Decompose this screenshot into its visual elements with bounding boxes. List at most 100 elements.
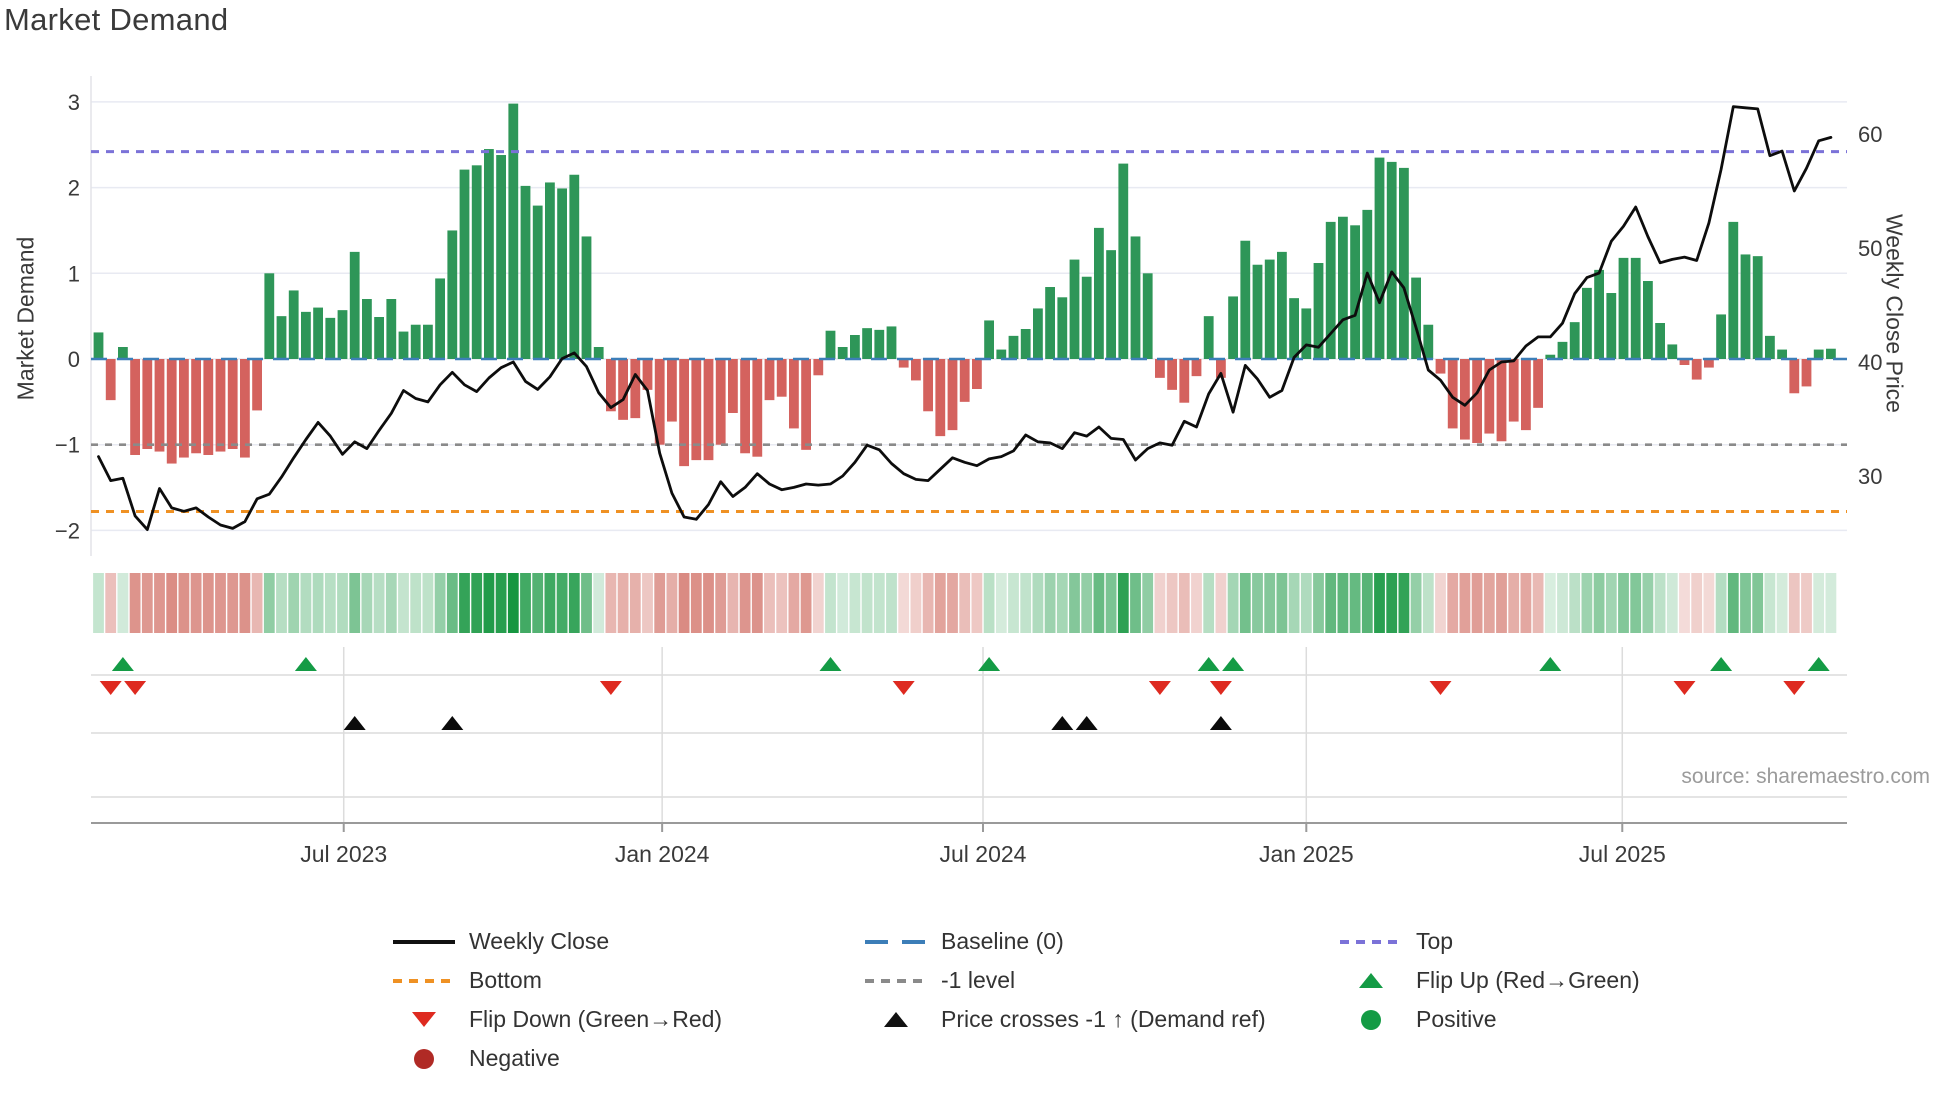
circle-icon [1361, 1009, 1381, 1030]
circle-icon [1340, 1009, 1402, 1030]
demand-bar [1752, 256, 1763, 359]
demand-bar [801, 359, 811, 450]
demand-bar [667, 359, 677, 422]
demand-bar [276, 316, 287, 359]
dotted-line-swatch-icon [865, 978, 927, 983]
legend-label: Price crosses -1 ↑ (Demand ref) [941, 1006, 1266, 1032]
demand-bar [1289, 298, 1299, 359]
demand-bar [679, 359, 689, 467]
x-tick-label: Jul 2023 [300, 841, 387, 867]
demand-bar [1301, 308, 1312, 359]
heatmap-cell [1374, 573, 1385, 633]
heatmap-cell [349, 573, 361, 633]
heatmap-cell [1532, 573, 1544, 633]
heatmap-cell [385, 573, 397, 633]
demand-bar [813, 359, 824, 376]
dotted-line-swatch-icon [393, 978, 455, 983]
flip-down-marker [124, 681, 147, 695]
heatmap-cell [1032, 573, 1044, 633]
heatmap-cell [825, 573, 836, 633]
legend-item-flip-down-green-red: Flip Down (Green→Red) [393, 1000, 722, 1039]
legend-label: Flip Down (Green→Red) [469, 1006, 723, 1032]
heatmap-cell [1142, 573, 1154, 633]
heatmap-cell [1813, 573, 1825, 633]
triangle-up-icon [865, 1012, 927, 1027]
legend-item-baseline-0: Baseline (0) [865, 922, 1266, 961]
demand-bar [1606, 293, 1617, 359]
heatmap-cell [1008, 573, 1019, 633]
heatmap-cell [1740, 573, 1751, 633]
demand-bar [886, 326, 897, 359]
heatmap-cell [1825, 573, 1837, 633]
demand-bar [1496, 359, 1507, 442]
heatmap-cell [1191, 573, 1202, 633]
heatmap-cell [934, 573, 946, 633]
price-cross-marker [343, 716, 366, 730]
heatmap-cell [1508, 573, 1520, 633]
left-tick-label: 1 [68, 261, 80, 286]
heatmap-cell [1605, 573, 1617, 633]
demand-bar [301, 311, 311, 359]
demand-bar [703, 359, 714, 461]
demand-bar [349, 251, 360, 359]
demand-bar [642, 359, 653, 390]
demand-bar [923, 359, 933, 412]
heatmap-cell [1410, 573, 1422, 633]
signal-panel [91, 647, 1847, 824]
heatmap-cell [1666, 573, 1678, 633]
heatmap-cell [422, 573, 434, 633]
demand-bar [191, 359, 201, 454]
price-cross-marker [441, 716, 464, 730]
right-tick-label: 60 [1858, 122, 1882, 147]
x-tick-label: Jul 2025 [1579, 841, 1666, 867]
circle-icon [414, 1048, 434, 1069]
legend-column: Top Flip Up (Red→Green) Positive [1340, 922, 1640, 1039]
heatmap-cell [1081, 573, 1093, 633]
demand-bar [1399, 167, 1409, 359]
demand-bar [508, 103, 519, 359]
legend-item-1-level: -1 level [865, 961, 1266, 1000]
heatmap-cell [1691, 573, 1703, 633]
demand-bar [362, 299, 372, 359]
heatmap-cell [971, 573, 983, 633]
flip-up-marker [1197, 657, 1220, 671]
heatmap-cell [1166, 573, 1178, 633]
heatmap-cell [495, 573, 507, 633]
demand-bar [325, 317, 336, 359]
heatmap-cell [1459, 573, 1471, 633]
heatmap-cell [1105, 573, 1117, 633]
flip-up-marker [1710, 657, 1733, 671]
demand-bar [1655, 323, 1665, 359]
legend-label: Flip Up (Red→Green) [1416, 967, 1640, 993]
demand-bar [874, 329, 885, 359]
triangle-down-icon [393, 1012, 455, 1027]
demand-bar [240, 359, 250, 458]
heatmap-cell [739, 573, 751, 633]
demand-bar [215, 359, 226, 452]
legend-column: Baseline (0) -1 level Price crosses -1 ↑ (… [865, 922, 1266, 1039]
heatmap-cell [1483, 573, 1495, 633]
heatmap-cell [1581, 573, 1593, 633]
demand-bar [1386, 161, 1397, 359]
heatmap-cell [1703, 573, 1715, 633]
demand-bar [1691, 359, 1702, 380]
flip-up-marker [294, 657, 317, 671]
heatmap-cell [922, 573, 934, 633]
heatmap-cell [1569, 573, 1581, 633]
triangle-up-icon [1340, 973, 1402, 988]
heatmap-cell [1044, 573, 1056, 633]
demand-bar [386, 299, 397, 359]
heatmap-cell [568, 573, 580, 633]
demand-bar [935, 359, 946, 437]
demand-bar [1484, 359, 1495, 434]
heatmap-cell [1020, 573, 1032, 633]
heatmap-cell [837, 573, 849, 633]
demand-bar [1643, 281, 1653, 359]
heatmap-cell [800, 573, 812, 633]
heatmap-cell [959, 573, 971, 633]
heatmap-cell [654, 573, 666, 633]
demand-bar [618, 359, 628, 420]
demand-bar [1118, 163, 1129, 359]
demand-bar [1826, 348, 1836, 359]
